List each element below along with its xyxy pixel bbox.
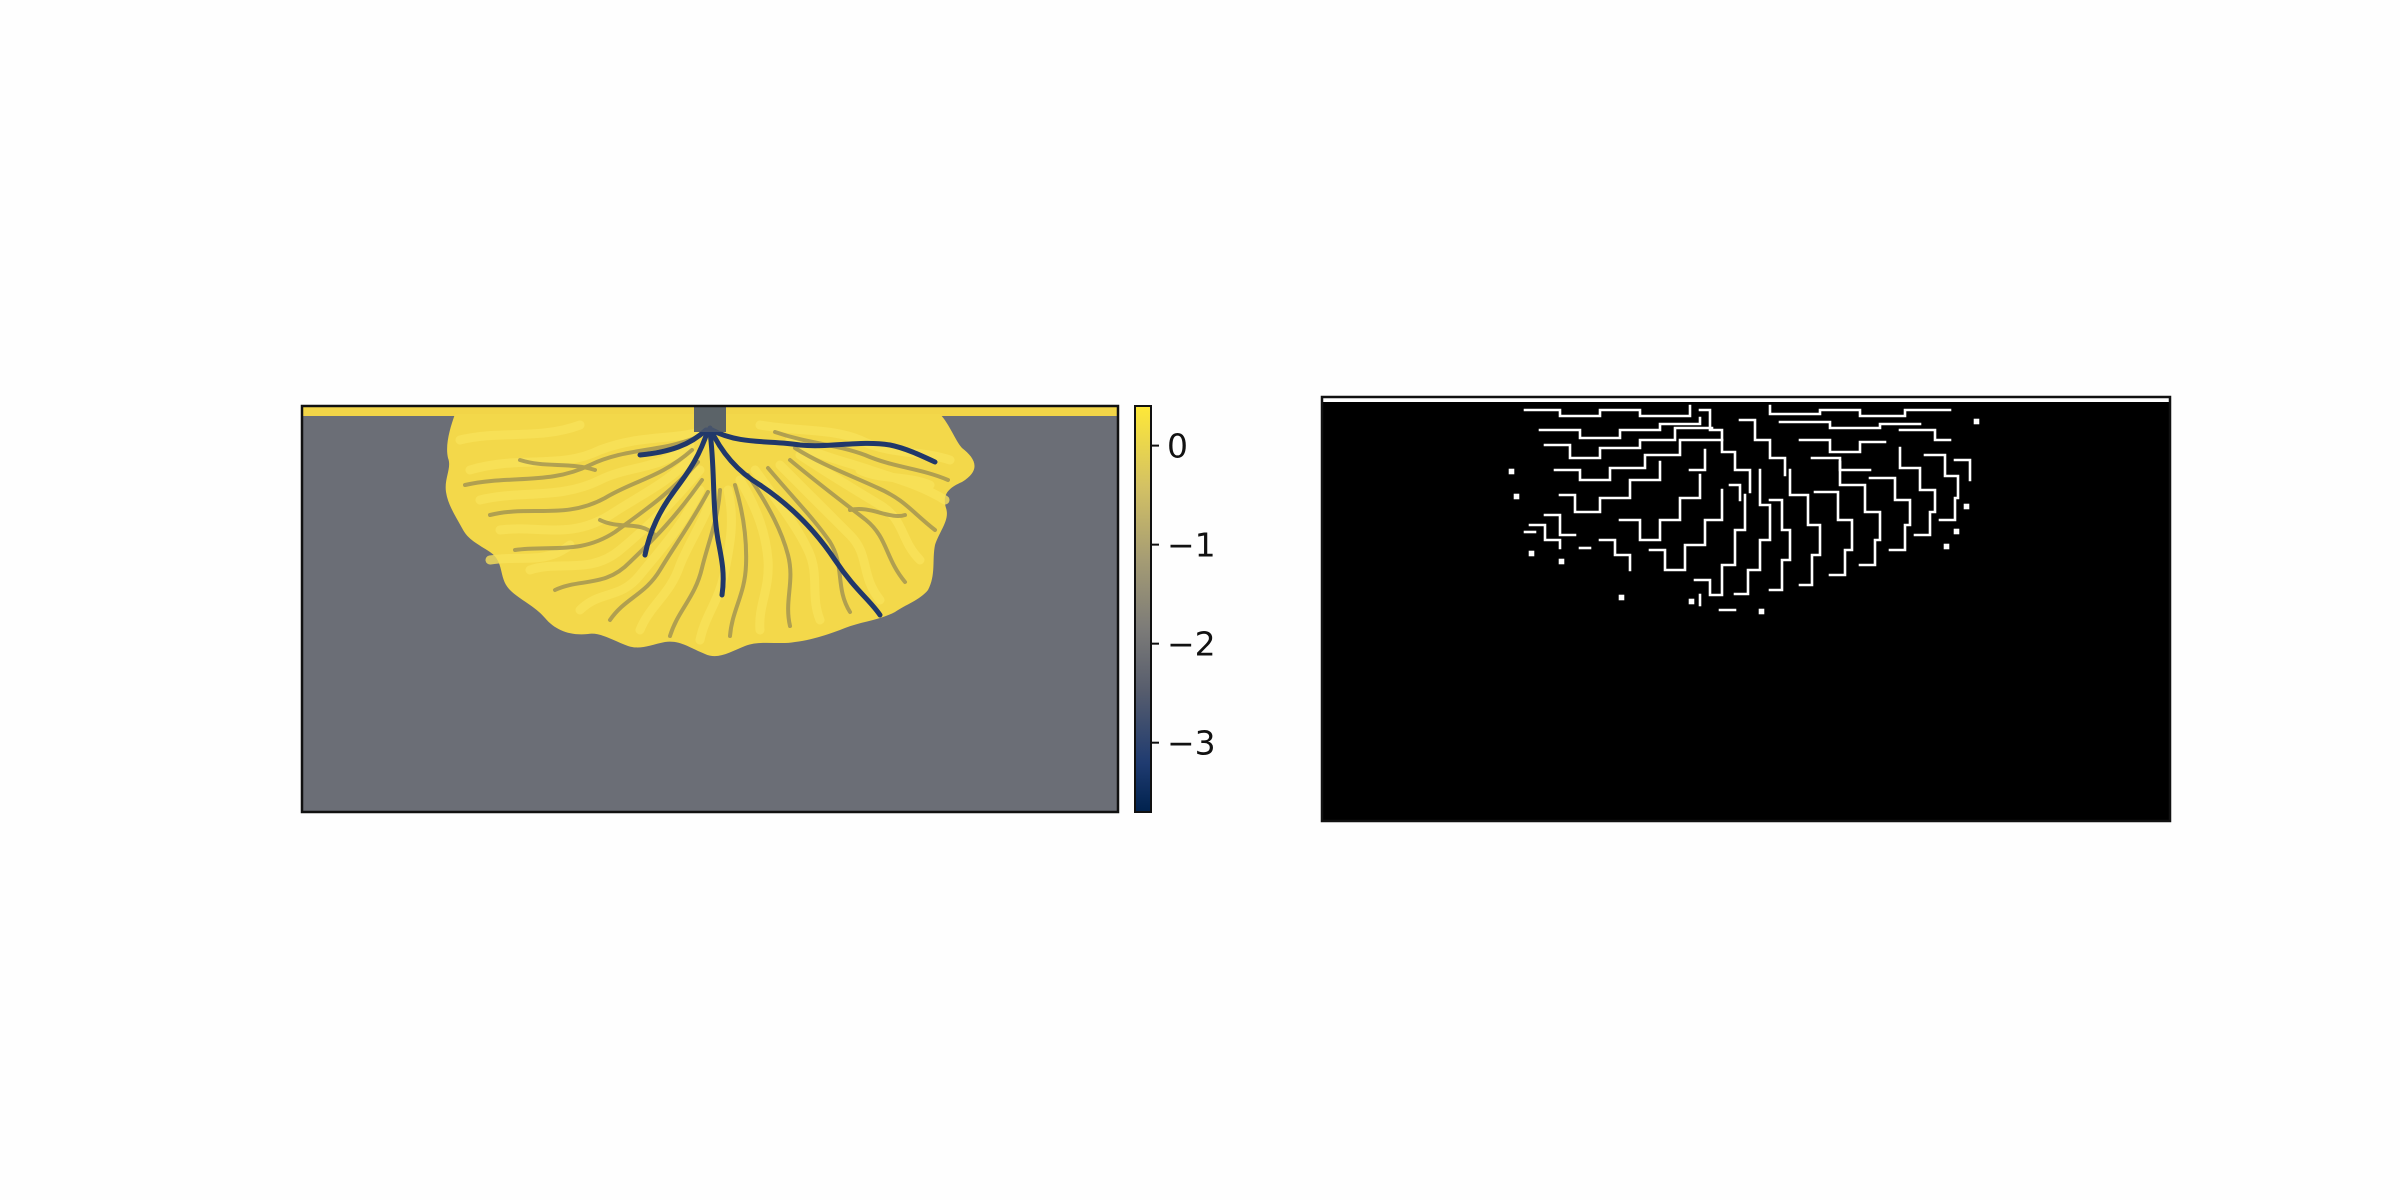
distributary-channel xyxy=(848,506,907,519)
edge-line xyxy=(1768,498,1792,592)
colorbar-ticks: 0 −1 −2 −3 xyxy=(1151,427,1216,763)
colorbar-tick-label: −2 xyxy=(1167,625,1216,664)
edge-line xyxy=(1698,408,1752,494)
delta-lobe-highlight xyxy=(455,420,585,445)
main-channel xyxy=(707,425,883,618)
edge-line xyxy=(1693,493,1747,597)
edge-line xyxy=(1688,448,1707,472)
delta-lobe-highlight xyxy=(795,450,925,565)
edge-line xyxy=(1810,456,1872,472)
distributary-channel xyxy=(766,466,852,614)
main-channel xyxy=(707,429,726,598)
edge-line xyxy=(1813,490,1854,577)
colorbar-tick-label: 0 xyxy=(1167,427,1188,466)
delta-channels xyxy=(463,430,950,638)
colorbar-tick-label: −1 xyxy=(1167,526,1216,565)
delta-heatmap-panel xyxy=(302,406,1118,812)
delta-lobe-highlight xyxy=(495,450,700,535)
edge-line xyxy=(1558,460,1662,514)
edge-line xyxy=(1838,460,1882,567)
edge-lines xyxy=(1508,404,1980,615)
edge-line xyxy=(1898,428,1952,442)
main-channels xyxy=(637,425,938,618)
delta-lobe-highlight xyxy=(475,440,695,505)
edge-speckle xyxy=(1513,493,1520,500)
edge-line xyxy=(1538,416,1702,440)
edge-line xyxy=(1648,488,1724,572)
edge-line xyxy=(1528,523,1562,550)
delta-lobe-highlight xyxy=(485,540,575,565)
edge-line xyxy=(1768,404,1952,418)
distributary-channel xyxy=(513,460,700,552)
right-axes-frame xyxy=(1320,395,2172,823)
edge-line xyxy=(1953,458,1972,482)
delta-lobe-highlight xyxy=(635,490,717,635)
edge-map-background xyxy=(1322,397,2170,821)
edge-line xyxy=(1553,438,1724,482)
edge-speckle xyxy=(1688,598,1695,605)
colorbar-frame xyxy=(1134,405,1152,813)
main-channel xyxy=(637,427,709,458)
distributary-channel xyxy=(793,446,937,532)
edge-line xyxy=(1898,446,1937,537)
colorbar-tick-label: −3 xyxy=(1167,724,1216,763)
distributary-channel xyxy=(728,483,749,638)
edge-map-panel xyxy=(1322,397,2170,821)
edge-speckle xyxy=(1973,418,1980,425)
delta-lobe-highlight xyxy=(525,465,705,575)
colorbar-gradient xyxy=(1135,406,1151,812)
edge-line xyxy=(1733,468,1772,596)
edge-line xyxy=(1778,420,1922,430)
edge-line xyxy=(1923,453,1960,522)
edge-line xyxy=(1798,438,1887,454)
distributary-channel xyxy=(788,458,907,584)
edge-line xyxy=(1598,538,1632,572)
main-channel xyxy=(709,427,938,465)
edge-speckle xyxy=(1618,594,1625,601)
distributary-channel xyxy=(463,436,697,487)
edge-line xyxy=(1868,476,1912,552)
edge-speckle xyxy=(1963,503,1970,510)
edge-line xyxy=(1728,483,1742,502)
edge-speckle xyxy=(1758,608,1765,615)
distributary-channel xyxy=(608,490,710,622)
delta-lobe-highlight xyxy=(775,460,885,605)
edge-line xyxy=(1788,468,1822,587)
edge-speckle xyxy=(1953,528,1960,535)
main-channel xyxy=(642,427,711,558)
edge-speckle xyxy=(1558,558,1565,565)
edge-line xyxy=(1543,513,1577,537)
edge-speckle xyxy=(1943,543,1950,550)
edge-line xyxy=(1738,418,1787,477)
delta-lobe-highlight xyxy=(465,427,705,475)
distributary-channel xyxy=(773,430,950,482)
distributary-channel xyxy=(553,478,704,592)
left-axes-frame xyxy=(300,404,1120,814)
edge-line xyxy=(1618,473,1702,542)
delta-lobe-highlight xyxy=(575,485,705,615)
edge-line xyxy=(1523,404,1692,418)
delta-lobe-highlight xyxy=(735,475,773,635)
distributary-channel xyxy=(488,448,694,517)
edge-speckle xyxy=(1528,550,1535,557)
channel-inlet xyxy=(694,406,726,432)
delta-lobe-highlight xyxy=(855,465,935,490)
distributary-channel xyxy=(746,473,793,628)
edge-speckle xyxy=(1508,468,1515,475)
edge-line xyxy=(1543,426,1714,460)
distributary-channel xyxy=(518,458,597,472)
colorbar: 0 −1 −2 −3 xyxy=(1134,405,1216,813)
